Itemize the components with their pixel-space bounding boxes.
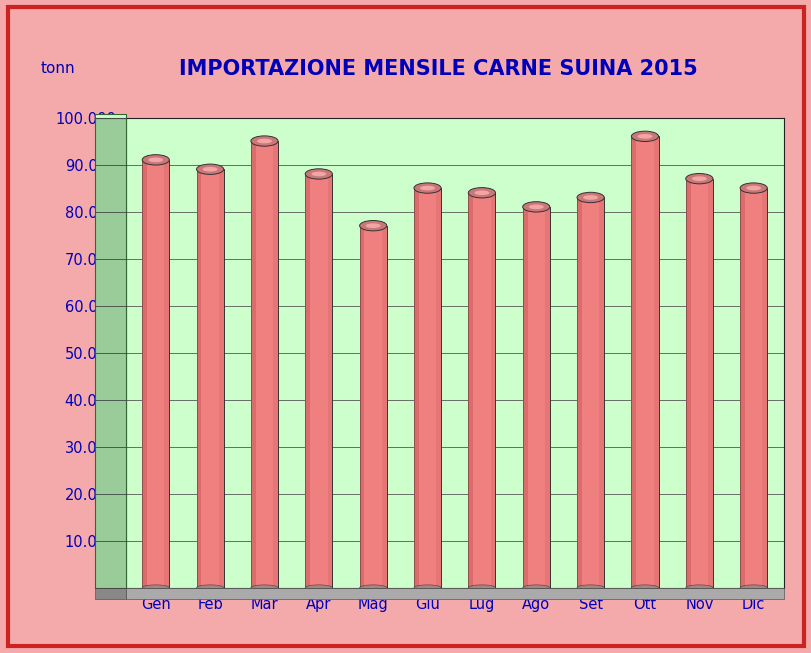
- Ellipse shape: [365, 223, 380, 228]
- Text: tonn: tonn: [41, 61, 75, 76]
- Ellipse shape: [631, 585, 658, 590]
- Ellipse shape: [522, 585, 549, 590]
- Bar: [436, 188, 440, 588]
- Bar: [251, 141, 277, 588]
- Bar: [142, 160, 169, 588]
- Ellipse shape: [474, 191, 489, 195]
- Ellipse shape: [685, 174, 712, 184]
- Ellipse shape: [637, 134, 652, 138]
- Ellipse shape: [359, 585, 386, 590]
- Bar: [762, 188, 766, 588]
- Bar: [142, 160, 147, 588]
- Text: IMPORTAZIONE MENSILE CARNE SUINA 2015: IMPORTAZIONE MENSILE CARNE SUINA 2015: [179, 59, 697, 78]
- Ellipse shape: [142, 585, 169, 590]
- Bar: [685, 179, 712, 588]
- Bar: [196, 169, 201, 588]
- Bar: [414, 188, 418, 588]
- Bar: [739, 188, 744, 588]
- Ellipse shape: [148, 157, 163, 162]
- Ellipse shape: [468, 585, 495, 590]
- Bar: [685, 179, 690, 588]
- Ellipse shape: [251, 585, 277, 590]
- Bar: [381, 226, 386, 588]
- Ellipse shape: [311, 172, 326, 176]
- Bar: [218, 169, 223, 588]
- Ellipse shape: [251, 136, 277, 146]
- Bar: [544, 207, 549, 588]
- Ellipse shape: [745, 185, 760, 191]
- Ellipse shape: [522, 202, 549, 212]
- Bar: [653, 136, 658, 588]
- Bar: [522, 207, 549, 588]
- Bar: [196, 169, 223, 588]
- Ellipse shape: [414, 183, 440, 193]
- Ellipse shape: [739, 585, 766, 590]
- Bar: [305, 174, 310, 588]
- Bar: [359, 226, 386, 588]
- Bar: [251, 141, 255, 588]
- Ellipse shape: [419, 185, 435, 191]
- Bar: [577, 197, 581, 588]
- Bar: [631, 136, 636, 588]
- Ellipse shape: [305, 168, 332, 179]
- Ellipse shape: [256, 138, 272, 144]
- Ellipse shape: [359, 221, 386, 231]
- Ellipse shape: [739, 183, 766, 193]
- Ellipse shape: [685, 585, 712, 590]
- Bar: [414, 188, 440, 588]
- Ellipse shape: [577, 192, 603, 202]
- Ellipse shape: [468, 187, 495, 198]
- Ellipse shape: [582, 195, 598, 200]
- Bar: [522, 207, 527, 588]
- Ellipse shape: [414, 585, 440, 590]
- Bar: [577, 197, 603, 588]
- Bar: [327, 174, 332, 588]
- Bar: [490, 193, 495, 588]
- Bar: [468, 193, 473, 588]
- Ellipse shape: [528, 204, 543, 209]
- Ellipse shape: [203, 167, 217, 172]
- Bar: [599, 197, 603, 588]
- Ellipse shape: [142, 155, 169, 165]
- Bar: [272, 141, 277, 588]
- Ellipse shape: [631, 131, 658, 142]
- Ellipse shape: [577, 585, 603, 590]
- Ellipse shape: [196, 164, 223, 174]
- Bar: [305, 174, 332, 588]
- Ellipse shape: [196, 585, 223, 590]
- Bar: [359, 226, 364, 588]
- Bar: [707, 179, 712, 588]
- Bar: [739, 188, 766, 588]
- Bar: [631, 136, 658, 588]
- Ellipse shape: [305, 585, 332, 590]
- Bar: [165, 160, 169, 588]
- Bar: [468, 193, 495, 588]
- Ellipse shape: [691, 176, 706, 181]
